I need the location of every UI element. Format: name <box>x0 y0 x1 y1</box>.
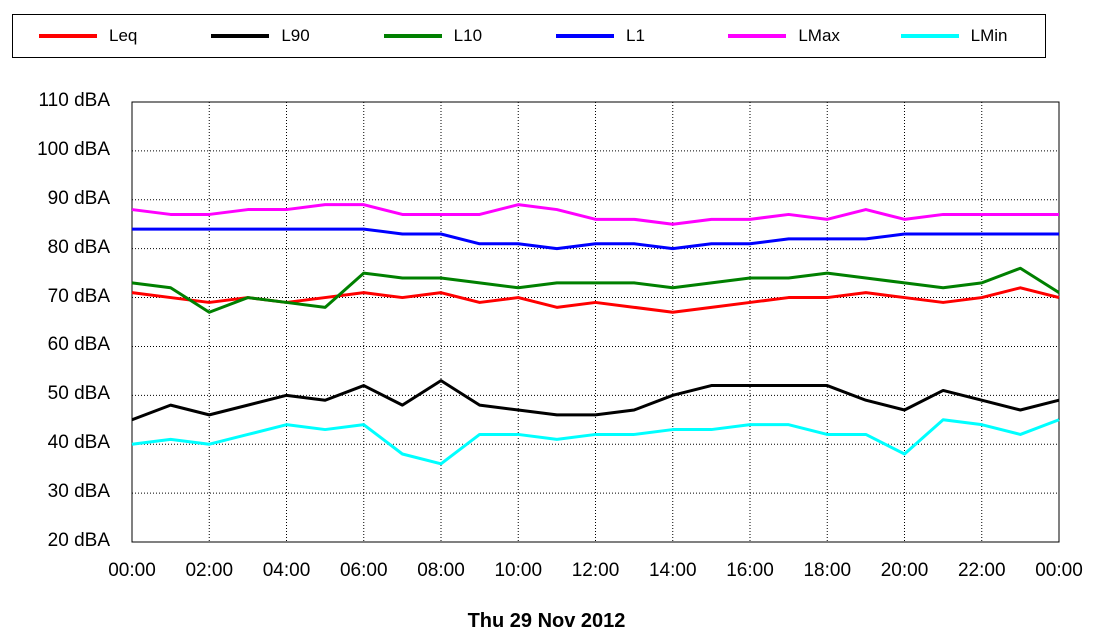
x-tick-label: 12:00 <box>571 560 620 581</box>
y-tick-label: 110 dBA <box>38 90 110 111</box>
y-tick-label: 60 dBA <box>47 334 110 356</box>
legend-item-lmax: LMax <box>728 15 840 57</box>
x-tick-label: 00:00 <box>1035 560 1083 581</box>
legend-swatch <box>383 34 442 38</box>
legend-swatch <box>900 34 959 38</box>
legend-label: LMax <box>798 26 840 45</box>
plot-area <box>131 101 1060 543</box>
legend-swatch <box>211 34 270 38</box>
x-tick-label: 02:00 <box>185 560 234 581</box>
x-tick-label: 08:00 <box>417 560 465 581</box>
legend-label: L90 <box>281 26 310 45</box>
x-tick-label: 00:00 <box>108 560 156 581</box>
series-line-lmin <box>131 418 1060 466</box>
grid-lines <box>132 102 1059 542</box>
legend-item-leq: Leq <box>39 15 137 57</box>
legend-label: L10 <box>453 26 483 45</box>
legend-label: L1 <box>626 26 645 45</box>
x-tick-label: 22:00 <box>957 560 1006 581</box>
y-tick-label: 100 dBA <box>37 138 110 160</box>
x-tick-label: 20:00 <box>880 560 929 581</box>
legend-swatch <box>39 34 97 38</box>
x-tick-label: 06:00 <box>339 560 388 581</box>
x-tick-label: 14:00 <box>648 560 697 581</box>
y-tick-label: 20 dBA <box>47 530 110 551</box>
y-tick-label: 90 dBA <box>47 187 110 209</box>
y-tick-label: 30 dBA <box>47 481 110 503</box>
legend-item-l1: L1 <box>556 15 645 57</box>
y-tick-label: 70 dBA <box>47 285 110 307</box>
legend-item-l90: L90 <box>211 15 310 57</box>
legend-label: Leq <box>109 26 138 45</box>
y-tick-label: 50 dBA <box>47 383 110 405</box>
legend-swatch <box>728 34 787 38</box>
x-tick-label: 10:00 <box>494 560 543 581</box>
series-line-l90 <box>131 379 1060 422</box>
x-axis-title: Thu 29 Nov 2012 <box>467 610 626 632</box>
legend-item-l10: L10 <box>383 15 483 57</box>
series-line-l1 <box>132 227 1059 251</box>
x-tick-label: 04:00 <box>262 560 311 581</box>
x-tick-label: 16:00 <box>726 560 774 581</box>
y-tick-label: 40 dBA <box>47 432 110 454</box>
y-tick-label: 80 dBA <box>47 236 110 258</box>
legend: Leq L90 L10 L1 LMax LMin <box>12 14 1046 58</box>
series-line-lmax <box>131 203 1059 226</box>
legend-swatch <box>556 34 614 38</box>
legend-item-lmin: LMin <box>900 15 1008 57</box>
legend-label: LMin <box>970 26 1008 45</box>
series-line-l10 <box>131 266 1060 314</box>
x-tick-label: 18:00 <box>803 560 852 581</box>
series-group <box>131 203 1060 466</box>
